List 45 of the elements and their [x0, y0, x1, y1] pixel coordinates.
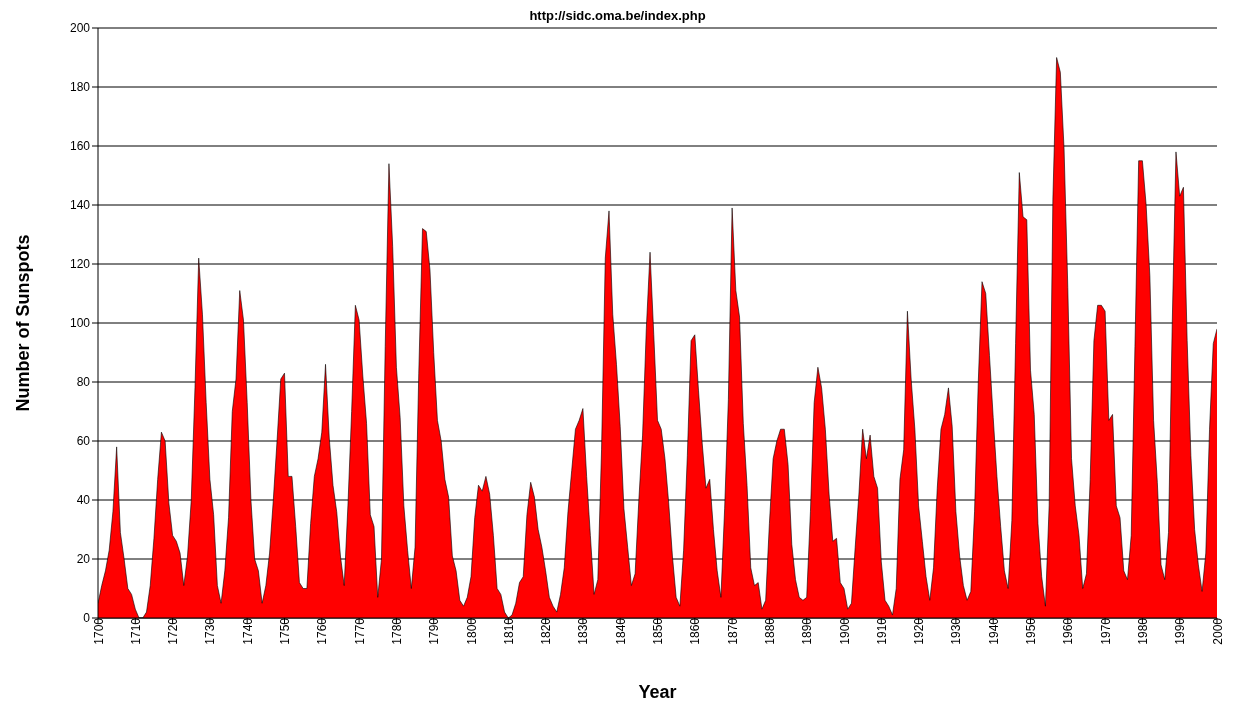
y-tick-label: 0 [83, 611, 91, 626]
x-tick-label: 1770 [352, 617, 367, 645]
x-tick-label: 1890 [800, 617, 815, 645]
x-tick-label: 1820 [539, 617, 554, 645]
x-tick-label: 1760 [315, 617, 330, 645]
y-axis-title: Number of Sunspots [13, 234, 34, 412]
x-tick-label: 1780 [389, 617, 404, 645]
x-tick-label: 1710 [128, 617, 143, 645]
x-tick-label: 1880 [762, 617, 777, 645]
x-tick-label: 1990 [1173, 617, 1188, 645]
y-tick-label: 100 [69, 316, 91, 331]
x-tick-label: 1870 [725, 617, 740, 645]
x-tick-label: 1720 [166, 617, 181, 645]
x-tick-label: 2000 [1210, 617, 1225, 645]
x-tick-label: 1750 [278, 617, 293, 645]
x-tick-label: 1910 [874, 617, 889, 645]
x-tick-label: 1860 [688, 617, 703, 645]
x-axis-title: Year [638, 682, 677, 702]
x-tick-label: 1730 [203, 617, 218, 645]
x-tick-label: 1970 [1098, 617, 1113, 645]
x-tick-label: 1700 [91, 617, 106, 645]
x-tick-label: 1960 [1061, 617, 1076, 645]
y-tick-label: 60 [76, 434, 91, 449]
y-tick-label: 160 [69, 139, 91, 154]
x-tick-label: 1840 [613, 617, 628, 645]
x-tick-label: 1850 [651, 617, 666, 645]
y-tick-label: 20 [76, 552, 91, 567]
chart-title: http://sidc.oma.be/index.php [528, 8, 707, 23]
x-tick-label: 1930 [949, 617, 964, 645]
y-tick-label: 40 [76, 493, 91, 508]
x-tick-label: 1790 [427, 617, 442, 645]
y-tick-label: 180 [69, 80, 91, 95]
x-tick-label: 1980 [1135, 617, 1150, 645]
y-tick-label: 200 [69, 21, 91, 36]
x-tick-label: 1810 [501, 617, 516, 645]
y-tick-label: 80 [76, 375, 91, 390]
x-tick-label: 1740 [240, 617, 255, 645]
x-tick-label: 1920 [912, 617, 927, 645]
y-tick-label: 140 [69, 198, 91, 213]
x-tick-label: 1900 [837, 617, 852, 645]
x-tick-label: 1950 [1024, 617, 1039, 645]
x-tick-label: 1940 [986, 617, 1001, 645]
x-tick-label: 1800 [464, 617, 479, 645]
y-tick-label: 120 [69, 257, 91, 272]
x-tick-label: 1830 [576, 617, 591, 645]
